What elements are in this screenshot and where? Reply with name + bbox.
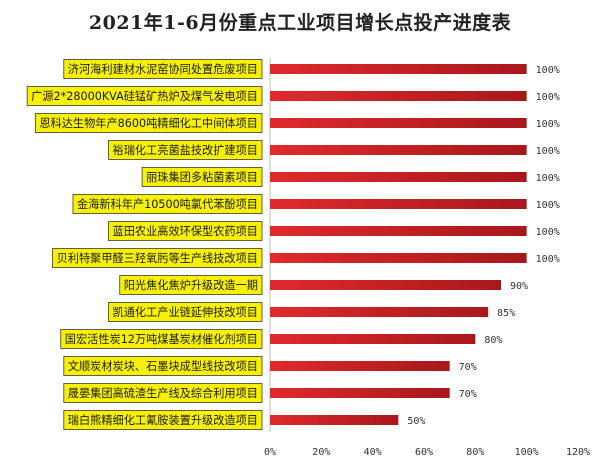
category-label: 裕瑞化工亮菌盐技改扩建项目 <box>113 143 258 157</box>
data-label: 100% <box>536 254 560 265</box>
category-label: 广源2*28000KVA硅锰矿热炉及煤气发电项目 <box>31 89 258 103</box>
category-label: 蓝田农业高效环保型农药项目 <box>113 224 258 238</box>
category-label-box <box>108 221 263 241</box>
bar <box>270 118 527 128</box>
category-label-box <box>72 194 263 214</box>
bar <box>270 415 399 425</box>
category-label: 贝利特聚甲醛三羟氧肟等生产线技改项目 <box>57 251 258 265</box>
bar <box>270 226 527 236</box>
category-label-box <box>34 113 263 133</box>
category-label: 文顺炭材炭块、石墨块成型线技改项目 <box>68 359 258 373</box>
category-label: 晟晏集团高硫渣生产线及综合利用项目 <box>68 386 258 400</box>
category-label: 丽珠集团多粘菌素项目 <box>146 170 258 184</box>
x-tick-label: 40% <box>364 447 382 458</box>
data-label: 80% <box>484 335 502 346</box>
x-tick-label: 100% <box>515 447 539 458</box>
category-label: 阳光焦化焦炉升级改造一期 <box>124 278 258 292</box>
data-label: 85% <box>497 308 515 319</box>
data-label: 100% <box>536 227 560 238</box>
x-tick-label: 120% <box>566 447 590 458</box>
data-label: 100% <box>536 146 560 157</box>
category-label: 金海新科年产10500吨氯代苯酚项目 <box>77 197 258 211</box>
category-label: 瑞白熊精细化工氰胺装置升级改造项目 <box>68 413 258 427</box>
category-label: 凯通化工产业链延伸技改项目 <box>113 305 258 319</box>
bar <box>270 334 476 344</box>
x-tick-label: 80% <box>466 447 484 458</box>
x-tick-label: 20% <box>312 447 330 458</box>
data-label: 100% <box>536 173 560 184</box>
data-label: 100% <box>536 65 560 76</box>
category-label-box <box>108 302 263 322</box>
bar <box>270 361 450 371</box>
data-label: 50% <box>407 416 425 427</box>
category-label: 国宏活性炭12万吨煤基炭材催化剂项目 <box>65 332 258 346</box>
category-label-box <box>52 248 263 268</box>
bar <box>270 91 527 101</box>
category-label: 济河海利建材水泥窑协同处置危废项目 <box>68 62 258 76</box>
data-label: 70% <box>459 362 477 373</box>
category-label-box <box>63 59 263 79</box>
category-label-box <box>63 356 263 376</box>
bar <box>270 280 501 290</box>
data-label: 70% <box>459 389 477 400</box>
x-tick-label: 60% <box>415 447 433 458</box>
bar <box>270 64 527 74</box>
bar <box>270 172 527 182</box>
category-label-box <box>60 329 263 349</box>
category-label-box <box>63 410 263 430</box>
bar <box>270 307 489 317</box>
x-tick-label: 0% <box>264 447 276 458</box>
category-label-box <box>26 86 263 106</box>
bar <box>270 253 527 263</box>
data-label: 100% <box>536 119 560 130</box>
category-label-box <box>141 167 263 187</box>
category-label-box <box>108 140 263 160</box>
category-label: 恩科达生物年产8600吨精细化工中间体项目 <box>39 116 258 130</box>
data-label: 100% <box>536 92 560 103</box>
bar <box>270 199 527 209</box>
bar <box>270 388 450 398</box>
chart-title: 2021年1-6月份重点工业项目增长点投产进度表 <box>88 12 512 34</box>
bar <box>270 145 527 155</box>
data-label: 90% <box>510 281 528 292</box>
category-label-box <box>63 383 263 403</box>
category-label-box <box>119 275 263 295</box>
data-label: 100% <box>536 200 560 211</box>
